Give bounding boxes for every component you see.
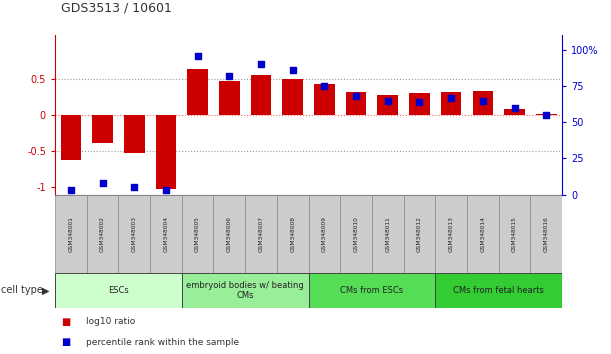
Point	[256, 62, 266, 67]
Text: GSM348013: GSM348013	[448, 216, 454, 252]
Bar	[156, 115, 176, 189]
Text: GDS3513 / 10601: GDS3513 / 10601	[61, 1, 172, 14]
Bar	[314, 84, 335, 115]
Bar	[435, 273, 562, 308]
Bar	[55, 195, 87, 273]
Bar	[409, 93, 430, 115]
Bar	[472, 91, 493, 115]
Bar	[309, 195, 340, 273]
Bar	[188, 69, 208, 115]
Bar	[182, 273, 309, 308]
Text: GSM348016: GSM348016	[544, 216, 549, 251]
Point	[541, 112, 551, 118]
Text: ESCs: ESCs	[108, 286, 129, 295]
Point	[351, 93, 361, 99]
Bar	[219, 81, 240, 115]
Bar	[378, 95, 398, 115]
Text: CMs from ESCs: CMs from ESCs	[340, 286, 403, 295]
Point	[130, 185, 139, 190]
Text: GSM348003: GSM348003	[132, 216, 137, 252]
Text: ▶: ▶	[42, 285, 49, 295]
Point	[98, 180, 108, 186]
Point	[288, 67, 298, 73]
Bar	[245, 195, 277, 273]
Point	[161, 188, 171, 193]
Bar	[504, 109, 525, 115]
Point	[383, 98, 393, 103]
Bar	[340, 195, 372, 273]
Point	[446, 95, 456, 101]
Bar	[251, 75, 271, 115]
Bar	[404, 195, 435, 273]
Text: GSM348001: GSM348001	[68, 216, 73, 252]
Bar	[213, 195, 245, 273]
Point	[192, 53, 202, 58]
Bar	[55, 273, 182, 308]
Bar	[346, 92, 367, 115]
Text: GSM348005: GSM348005	[195, 216, 200, 252]
Text: ■: ■	[61, 317, 70, 327]
Text: GSM348009: GSM348009	[322, 216, 327, 252]
Text: GSM348010: GSM348010	[354, 216, 359, 252]
Text: log10 ratio: log10 ratio	[86, 317, 135, 326]
Bar	[119, 195, 150, 273]
Point	[224, 73, 234, 79]
Bar	[92, 115, 113, 143]
Text: embryoid bodies w/ beating
CMs: embryoid bodies w/ beating CMs	[186, 281, 304, 300]
Point	[320, 83, 329, 89]
Text: cell type: cell type	[1, 285, 43, 295]
Bar	[435, 195, 467, 273]
Text: CMs from fetal hearts: CMs from fetal hearts	[453, 286, 544, 295]
Text: GSM348004: GSM348004	[163, 216, 169, 252]
Text: GSM348015: GSM348015	[512, 216, 517, 252]
Bar	[87, 195, 119, 273]
Bar	[282, 79, 303, 115]
Point	[66, 188, 76, 193]
Bar	[536, 114, 557, 115]
Text: GSM348007: GSM348007	[258, 216, 263, 252]
Text: GSM348002: GSM348002	[100, 216, 105, 252]
Text: GSM348011: GSM348011	[386, 216, 390, 251]
Bar	[124, 115, 145, 153]
Text: percentile rank within the sample: percentile rank within the sample	[86, 338, 239, 347]
Text: GSM348008: GSM348008	[290, 216, 295, 252]
Bar	[277, 195, 309, 273]
Bar	[499, 195, 530, 273]
Bar	[530, 195, 562, 273]
Point	[510, 105, 519, 111]
Point	[415, 99, 425, 105]
Text: ■: ■	[61, 337, 70, 348]
Point	[478, 98, 488, 103]
Bar	[60, 115, 81, 160]
Bar	[309, 273, 435, 308]
Text: GSM348012: GSM348012	[417, 216, 422, 252]
Bar	[441, 92, 461, 115]
Text: GSM348006: GSM348006	[227, 216, 232, 252]
Bar	[182, 195, 213, 273]
Text: GSM348014: GSM348014	[480, 216, 485, 252]
Bar	[467, 195, 499, 273]
Bar	[372, 195, 404, 273]
Bar	[150, 195, 182, 273]
